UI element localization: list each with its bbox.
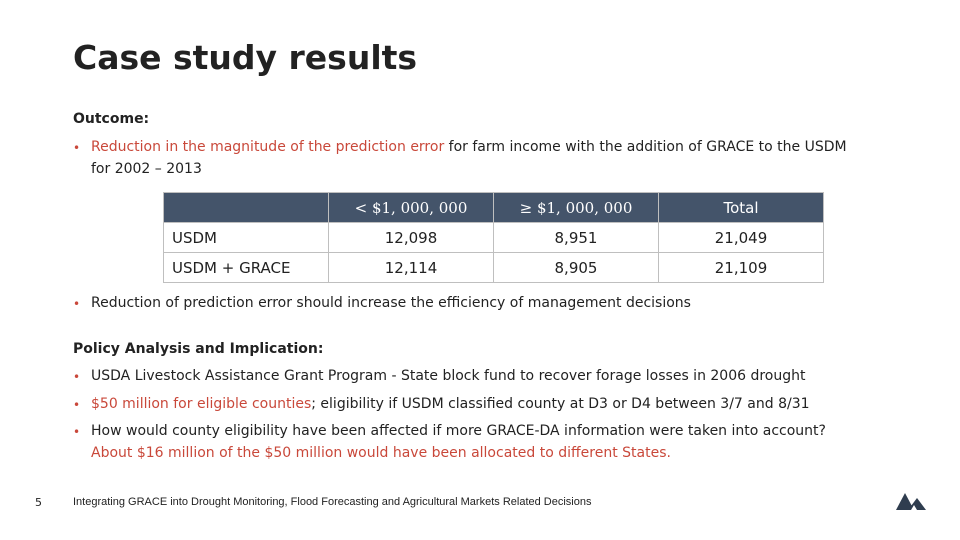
footer-text: Integrating GRACE into Drought Monitorin…	[73, 496, 592, 508]
cell: 8,951	[493, 222, 659, 253]
bullet-text: for 2002 – 2013	[91, 161, 202, 177]
highlight: $50 million for eligible counties	[91, 396, 312, 412]
policy-heading: Policy Analysis and Implication:	[73, 341, 324, 357]
logo	[896, 493, 926, 510]
logo-shape	[911, 505, 917, 510]
bullet: •	[73, 398, 81, 412]
logo-shape	[908, 498, 926, 510]
bullet-text: How would county eligibility have been a…	[91, 423, 826, 439]
bullet: •	[73, 370, 81, 384]
bullet-text: About $16 million of the $50 million wou…	[91, 445, 671, 461]
cell: 8,905	[493, 252, 659, 283]
header-cell: ≥ $1, 000, 000	[493, 192, 659, 223]
bullet-text: Reduction in the magnitude of the predic…	[91, 139, 847, 155]
bullet: •	[73, 141, 81, 155]
bullet-text: Reduction of prediction error should inc…	[91, 295, 691, 311]
title: Case study results	[73, 38, 418, 77]
header-row: < $1, 000, 000 ≥ $1, 000, 000 Total	[163, 192, 824, 223]
cell: 21,109	[658, 252, 824, 283]
highlight: Reduction in the magnitude of the predic…	[91, 139, 445, 155]
text: ; eligibility if USDM classified county …	[311, 396, 810, 412]
row: USDM + GRACE 12,114 8,905 21,109	[163, 252, 824, 283]
results-table: < $1, 000, 000 ≥ $1, 000, 000 Total USDM…	[163, 192, 824, 283]
row: USDM 12,098 8,951 21,049	[163, 222, 824, 253]
cell: 12,114	[328, 252, 494, 283]
cell: 21,049	[658, 222, 824, 253]
bullet: •	[73, 425, 81, 439]
logo-shape	[896, 493, 914, 510]
cell: USDM + GRACE	[163, 252, 329, 283]
text: for farm income with the addition of GRA…	[448, 139, 847, 155]
bullet-text: USDA Livestock Assistance Grant Program …	[91, 368, 806, 384]
header-cell	[163, 192, 329, 223]
header-cell: Total	[658, 192, 824, 223]
bullet: •	[73, 297, 81, 311]
header-cell: < $1, 000, 000	[328, 192, 494, 223]
cell: USDM	[163, 222, 329, 253]
page-number: 5	[35, 496, 42, 509]
outcome-heading: Outcome:	[73, 111, 150, 127]
bullet-text: $50 million for eligible counties; eligi…	[91, 396, 810, 412]
cell: 12,098	[328, 222, 494, 253]
